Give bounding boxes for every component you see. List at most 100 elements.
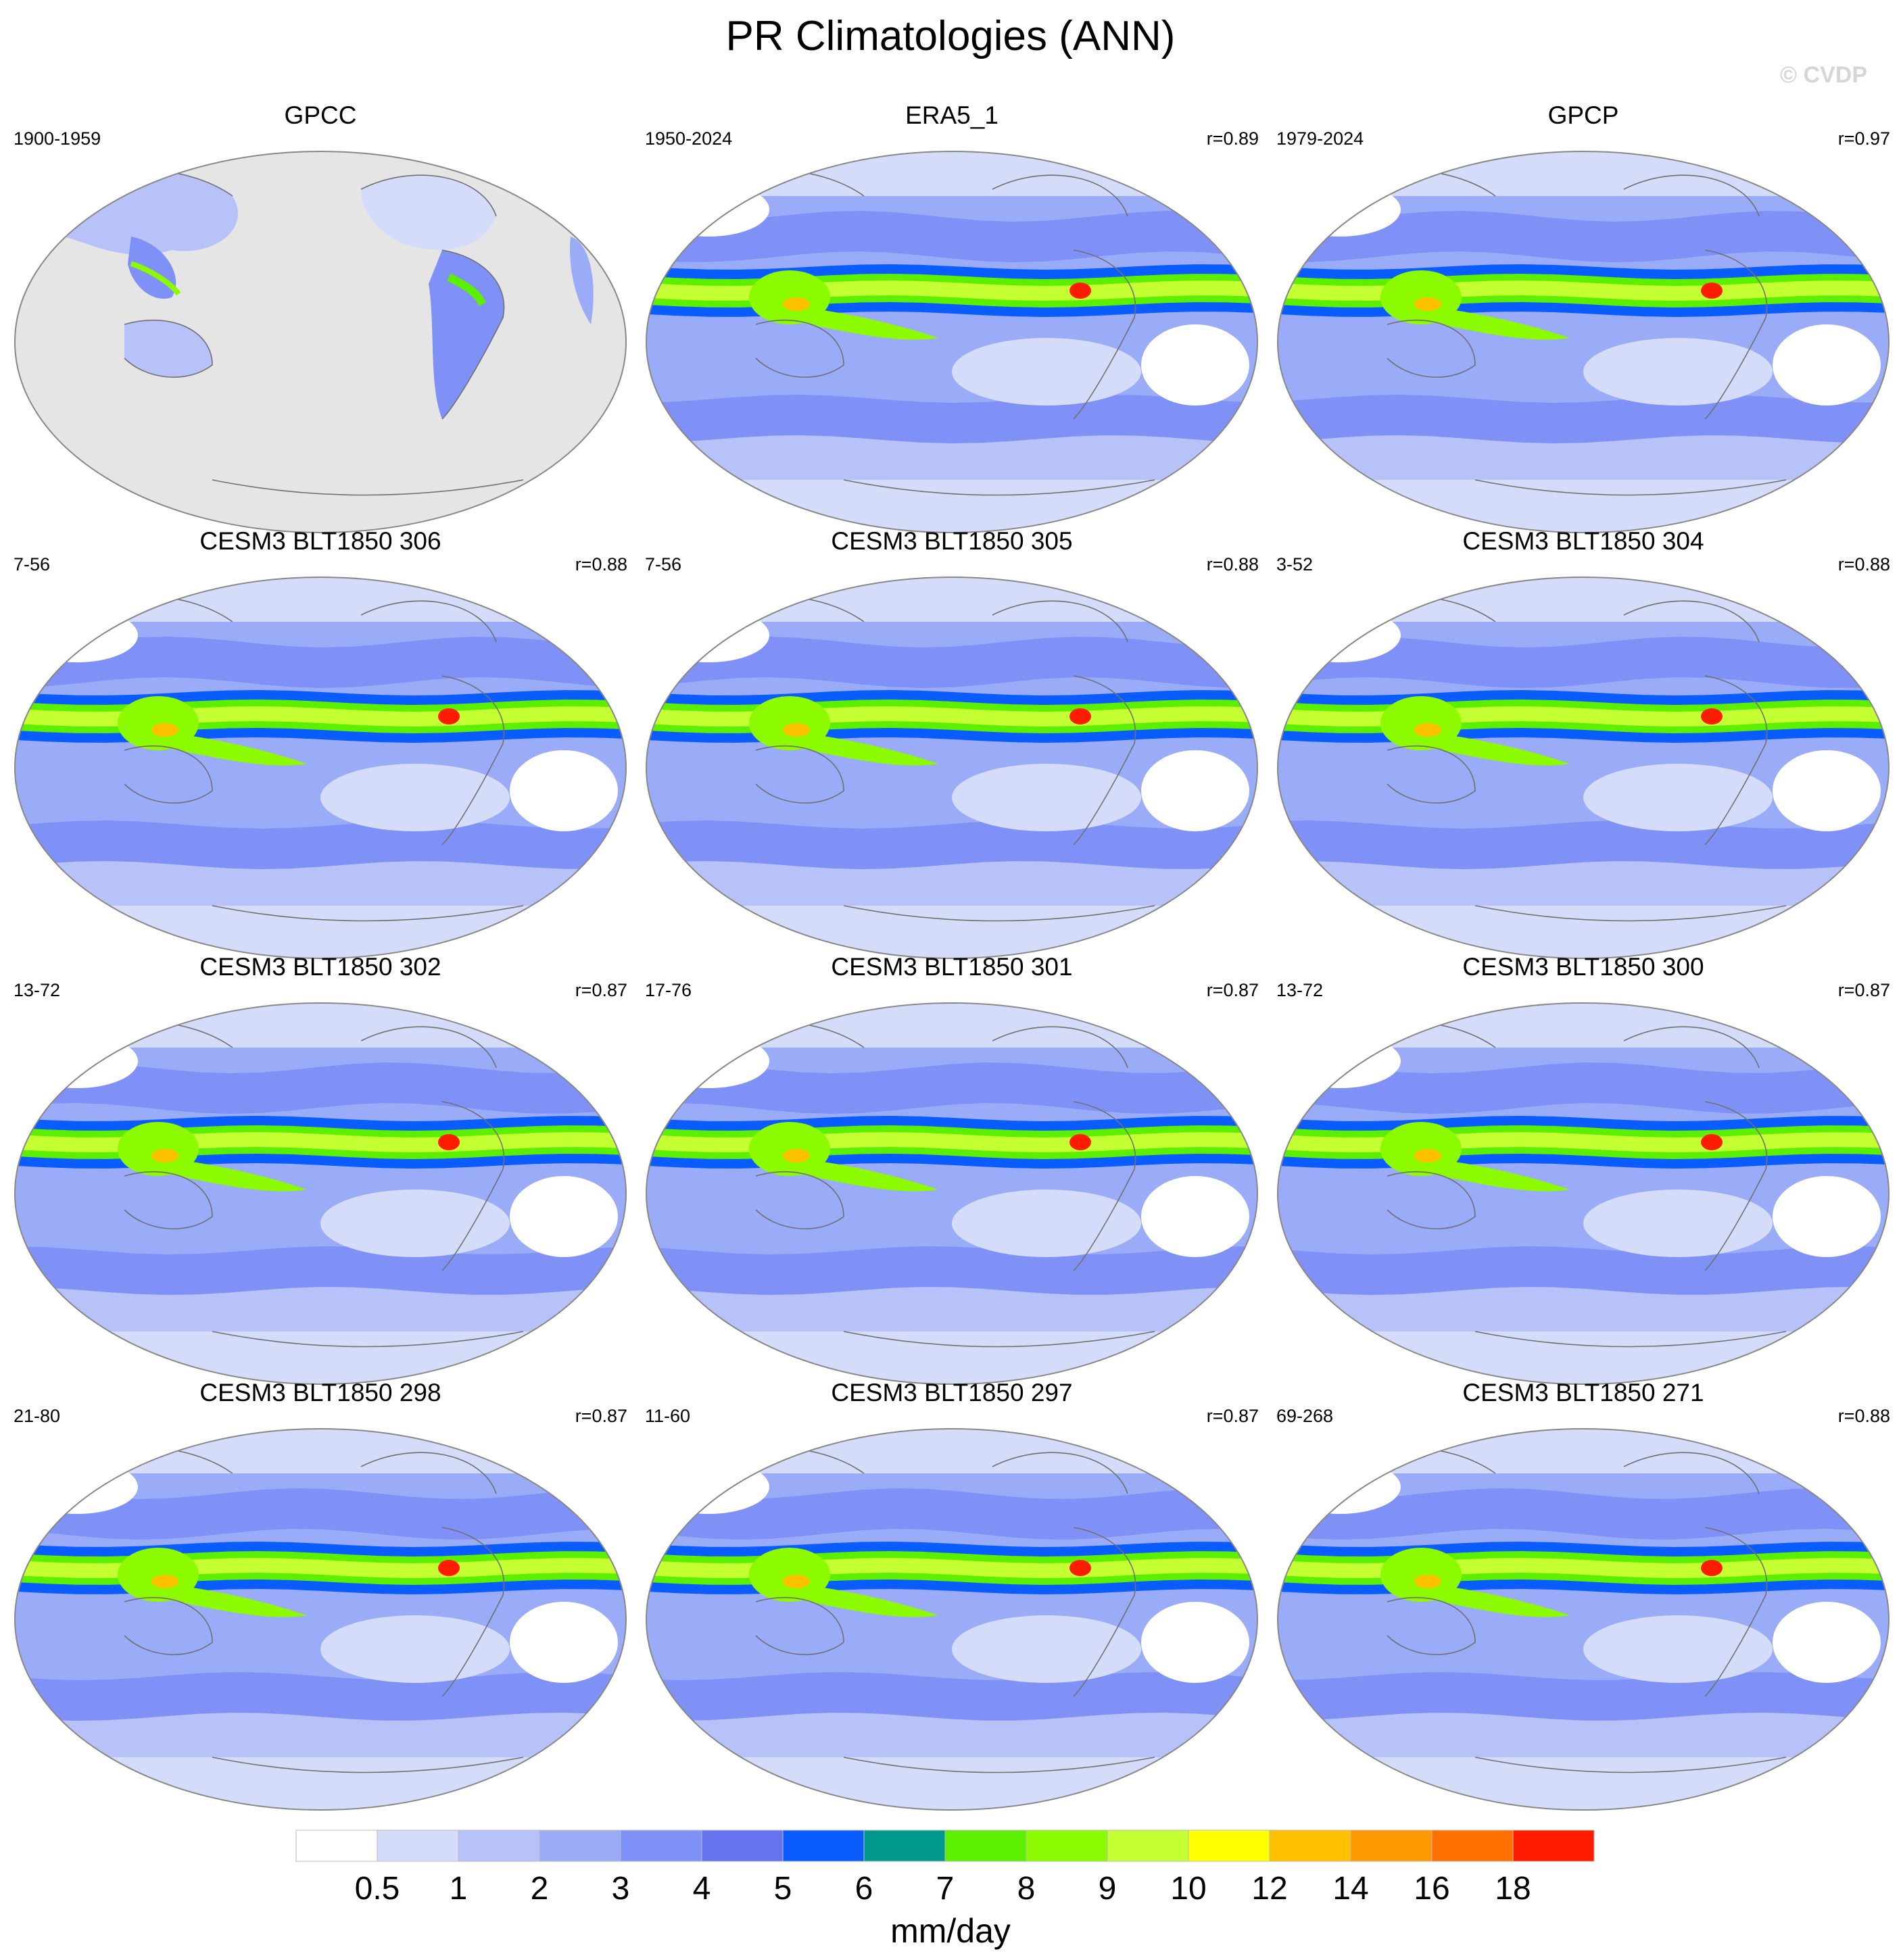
precip-contour bbox=[1069, 1560, 1091, 1576]
colorbar-swatch bbox=[458, 1830, 540, 1862]
precip-contour bbox=[1279, 608, 1401, 662]
precip-contour bbox=[646, 906, 1257, 958]
panel-correlation: r=0.87 bbox=[575, 980, 627, 1000]
coastline bbox=[992, 174, 1128, 217]
panel-title: CESM3 BLT1850 298 bbox=[199, 1379, 441, 1406]
coastline bbox=[1387, 1171, 1476, 1229]
precip-contour bbox=[16, 1488, 625, 1540]
colorbar-swatch bbox=[701, 1830, 784, 1862]
precip-contour bbox=[1701, 283, 1723, 299]
precip-contour bbox=[1279, 395, 1887, 443]
precip-contour bbox=[1380, 1122, 1462, 1176]
panel-correlation: r=0.88 bbox=[1837, 554, 1890, 574]
colorbar-tick-label: 1 bbox=[450, 1871, 468, 1907]
panel-period: 13-72 bbox=[1276, 980, 1324, 1000]
precip-contour bbox=[1701, 708, 1723, 725]
precip-contour bbox=[1141, 1176, 1249, 1257]
precip-contour bbox=[510, 1602, 618, 1683]
map-panel: GPCP 1979-2024 r=0.97 bbox=[1272, 101, 1894, 533]
precip-contour bbox=[1279, 1488, 1887, 1540]
coastline bbox=[992, 1026, 1128, 1069]
precip-contour bbox=[749, 1548, 830, 1602]
precip-contour bbox=[447, 273, 487, 306]
precip-contour bbox=[510, 750, 618, 831]
colorbar-tick-label: 2 bbox=[531, 1871, 549, 1907]
panel-period: 1950-2024 bbox=[645, 128, 733, 149]
coastline bbox=[441, 1101, 505, 1271]
panel-title: CESM3 BLT1850 300 bbox=[1462, 953, 1704, 981]
panel-correlation: r=0.88 bbox=[1206, 554, 1259, 574]
precip-contour bbox=[1583, 1190, 1773, 1257]
panel-correlation: r=0.87 bbox=[575, 1406, 627, 1426]
precip-contour bbox=[1278, 151, 1889, 196]
precip-contour bbox=[1279, 182, 1401, 237]
coastline bbox=[1704, 249, 1768, 420]
precip-contour bbox=[15, 906, 626, 958]
precip-contour bbox=[648, 637, 1256, 688]
panel-title: CESM3 BLT1850 271 bbox=[1462, 1379, 1704, 1406]
coastline bbox=[843, 479, 1155, 496]
precip-contour bbox=[130, 261, 181, 296]
coastline bbox=[1474, 905, 1787, 922]
panel-title: GPCP bbox=[1547, 101, 1619, 129]
coastline bbox=[755, 319, 844, 378]
colorbar-tick-label: 10 bbox=[1170, 1871, 1206, 1907]
precip-contour bbox=[438, 708, 460, 725]
map-outline bbox=[646, 1002, 1258, 1385]
precip-contour bbox=[952, 1190, 1141, 1257]
precip-contour bbox=[1380, 270, 1462, 324]
precip-contour bbox=[16, 637, 625, 688]
precip-contour bbox=[783, 1149, 810, 1162]
precip-contour bbox=[749, 270, 830, 324]
precip-contour bbox=[1279, 211, 1887, 262]
precip-contour bbox=[749, 696, 830, 750]
precip-contour bbox=[1278, 906, 1889, 958]
coastline bbox=[1704, 1527, 1768, 1697]
colorbar-tick-label: 3 bbox=[612, 1871, 630, 1907]
figure-title: PR Climatologies (ANN) bbox=[725, 13, 1176, 59]
map-outline bbox=[1277, 151, 1890, 533]
precip-contour bbox=[1141, 750, 1249, 831]
coastline bbox=[1704, 1101, 1768, 1271]
panel-period: 11-60 bbox=[645, 1406, 691, 1426]
coastline bbox=[441, 249, 505, 420]
panel-correlation: r=0.88 bbox=[575, 554, 627, 574]
precip-contour bbox=[1278, 1003, 1889, 1048]
precip-contour bbox=[646, 1331, 1257, 1384]
panel-period: 21-80 bbox=[14, 1406, 61, 1426]
precip-contour bbox=[952, 1615, 1141, 1683]
precip-contour bbox=[1279, 1062, 1887, 1114]
coastline bbox=[843, 905, 1155, 922]
coastline bbox=[1623, 600, 1760, 643]
panel-period: 7-56 bbox=[14, 554, 51, 574]
precip-contour bbox=[646, 1429, 1257, 1473]
coastline bbox=[992, 1452, 1128, 1494]
precip-contour bbox=[1773, 1176, 1881, 1257]
precip-contour bbox=[648, 608, 769, 662]
precip-contour bbox=[320, 764, 510, 831]
precip-contour bbox=[1141, 1602, 1249, 1683]
coastline bbox=[360, 1026, 497, 1069]
coastline bbox=[1474, 1757, 1787, 1773]
precip-contour bbox=[1279, 1672, 1887, 1721]
precip-contour bbox=[646, 480, 1257, 533]
panel-period: 7-56 bbox=[645, 554, 682, 574]
precip-contour bbox=[16, 1246, 625, 1295]
map-outline bbox=[1277, 577, 1890, 959]
precip-contour bbox=[15, 1757, 626, 1810]
colorbar-tick-label: 4 bbox=[693, 1871, 711, 1907]
colorbar-swatch bbox=[620, 1830, 702, 1862]
map-outline bbox=[646, 151, 1258, 533]
map-graphic bbox=[1277, 577, 1890, 959]
colorbar-swatch bbox=[295, 1830, 378, 1862]
precip-contour bbox=[510, 1176, 618, 1257]
map-panel: CESM3 BLT1850 300 13-72 r=0.87 bbox=[1272, 953, 1894, 1385]
panel-correlation: r=0.97 bbox=[1837, 128, 1890, 149]
coastline bbox=[1073, 1101, 1136, 1271]
colorbar-swatch bbox=[1107, 1830, 1189, 1862]
colorbar-unit-label: mm/day bbox=[890, 1912, 1011, 1950]
precip-contour bbox=[118, 1122, 199, 1176]
coastline bbox=[843, 1757, 1155, 1773]
colorbar-tick-label: 5 bbox=[774, 1871, 792, 1907]
map-panel: CESM3 BLT1850 304 3-52 r=0.88 bbox=[1272, 527, 1894, 959]
